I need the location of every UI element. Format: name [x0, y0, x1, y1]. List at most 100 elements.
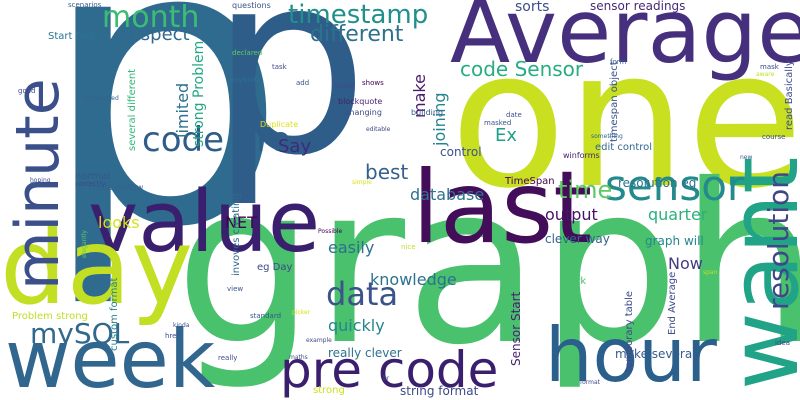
cloud-word: Start End: [48, 31, 95, 42]
cloud-word: mask: [760, 63, 779, 71]
cloud-word: view: [227, 285, 244, 293]
cloud-word: week: [5, 313, 216, 400]
cloud-word: limited: [173, 82, 192, 138]
cloud-word: really: [218, 354, 238, 362]
cloud-word: br: [383, 375, 390, 382]
cloud-word: knowledge: [370, 270, 457, 289]
cloud-word: timestamp: [288, 0, 429, 30]
cloud-word: Sensor Start: [509, 291, 523, 366]
cloud-word: clever way: [545, 232, 610, 246]
cloud-word: questions: [232, 1, 271, 10]
cloud-word: hoping: [30, 177, 51, 184]
cloud-word: Problem strong: [12, 311, 88, 322]
cloud-word: format: [580, 379, 601, 386]
cloud-word: maths: [289, 354, 308, 361]
cloud-word: Duplicate: [260, 120, 299, 129]
cloud-word: mySQL: [30, 317, 130, 350]
cloud-word: value: [88, 173, 321, 272]
cloud-word: nice: [401, 243, 416, 251]
cloud-word: example: [306, 337, 332, 344]
cloud-word: different: [310, 22, 404, 47]
cloud-word: code pre: [142, 120, 291, 160]
cloud-word: sensor: [605, 161, 745, 210]
cloud-word: aware: [756, 71, 775, 78]
cloud-word: make several: [615, 347, 696, 361]
cloud-word: NET: [225, 213, 257, 232]
cloud-word: kinda: [173, 322, 190, 329]
cloud-word: End Average: [667, 271, 678, 335]
cloud-word: edit control: [595, 142, 653, 153]
cloud-word: form: [610, 58, 627, 66]
cloud-word: Average: [450, 0, 800, 83]
cloud-word: elegantly: [81, 230, 88, 258]
cloud-word: task: [272, 63, 287, 71]
cloud-word: normal: [75, 171, 111, 182]
cloud-word: graph: [175, 137, 800, 393]
cloud-word: database: [410, 185, 485, 204]
cloud-word: blockquote: [338, 97, 383, 106]
cloud-word: p: [40, 0, 288, 312]
cloud-word: got: [30, 180, 42, 188]
cloud-word: standard: [250, 312, 282, 320]
cloud-word: course: [762, 133, 786, 141]
cloud-word: strong Problem: [191, 40, 207, 147]
cloud-word: pre code: [280, 341, 499, 399]
cloud-word: Now: [668, 254, 703, 273]
cloud-word: idea: [775, 339, 790, 347]
cloud-word: date: [506, 111, 522, 119]
cloud-word: temporary table: [624, 290, 635, 372]
cloud-word: Ex: [495, 125, 518, 146]
cloud-word: time: [558, 176, 613, 204]
cloud-word: changing: [345, 108, 382, 117]
cloud-word: graph will: [645, 234, 704, 248]
cloud-word: sorts: [515, 0, 550, 15]
cloud-word: picker: [292, 309, 311, 316]
cloud-word: code Sensor: [460, 57, 584, 81]
cloud-word: winforms: [563, 151, 600, 160]
cloud-word: one: [450, 9, 800, 230]
cloud-word: declared: [232, 49, 263, 57]
cloud-word: easily: [328, 238, 375, 257]
cloud-word: span: [703, 269, 718, 276]
cloud-word: handle: [334, 83, 355, 90]
cloud-word: hour: [545, 311, 717, 399]
cloud-word: Possible: [318, 228, 343, 235]
cloud-word: masked: [484, 119, 512, 127]
cloud-word: new: [740, 154, 753, 161]
cloud-word: suspect: [120, 24, 190, 45]
cloud-word: invoves creating: [231, 193, 242, 276]
cloud-word: anybody: [230, 76, 261, 84]
cloud-word: editable: [366, 126, 391, 133]
cloud-word: string format: [400, 384, 479, 398]
cloud-word: control: [440, 145, 482, 159]
cloud-word: joining: [430, 92, 449, 146]
cloud-word: simple: [352, 179, 372, 186]
cloud-word: stackoverflow: [88, 183, 144, 192]
cloud-word: eg Day: [257, 262, 293, 273]
cloud-word: best: [365, 160, 409, 184]
cloud-word: resolution eg: [618, 176, 697, 190]
cloud-word: several different: [127, 68, 138, 151]
cloud-word: quickly: [328, 316, 385, 335]
cloud-word: correctly: [75, 180, 106, 188]
cloud-word: output: [545, 205, 598, 224]
cloud-word: resolution: [762, 170, 795, 310]
cloud-word: TimeSpan: [505, 176, 555, 187]
cloud-word: last: [412, 149, 593, 266]
cloud-word: building: [411, 108, 444, 117]
cloud-word: data: [326, 275, 399, 313]
cloud-word: add: [296, 79, 310, 87]
cloud-word: month: [102, 0, 200, 35]
cloud-word: custom format: [109, 277, 120, 351]
cloud-word: work: [562, 276, 587, 287]
cloud-word: sensor readings: [590, 0, 686, 13]
cloud-word: something: [591, 133, 623, 140]
cloud-word: Say: [278, 136, 312, 157]
cloud-word: read Basically: [784, 60, 795, 130]
cloud-word: good: [18, 87, 36, 95]
cloud-word: day: [0, 206, 194, 328]
cloud-word: href: [165, 332, 179, 340]
cloud-word: shows: [362, 79, 384, 87]
cloud-word: p: [210, 0, 369, 210]
